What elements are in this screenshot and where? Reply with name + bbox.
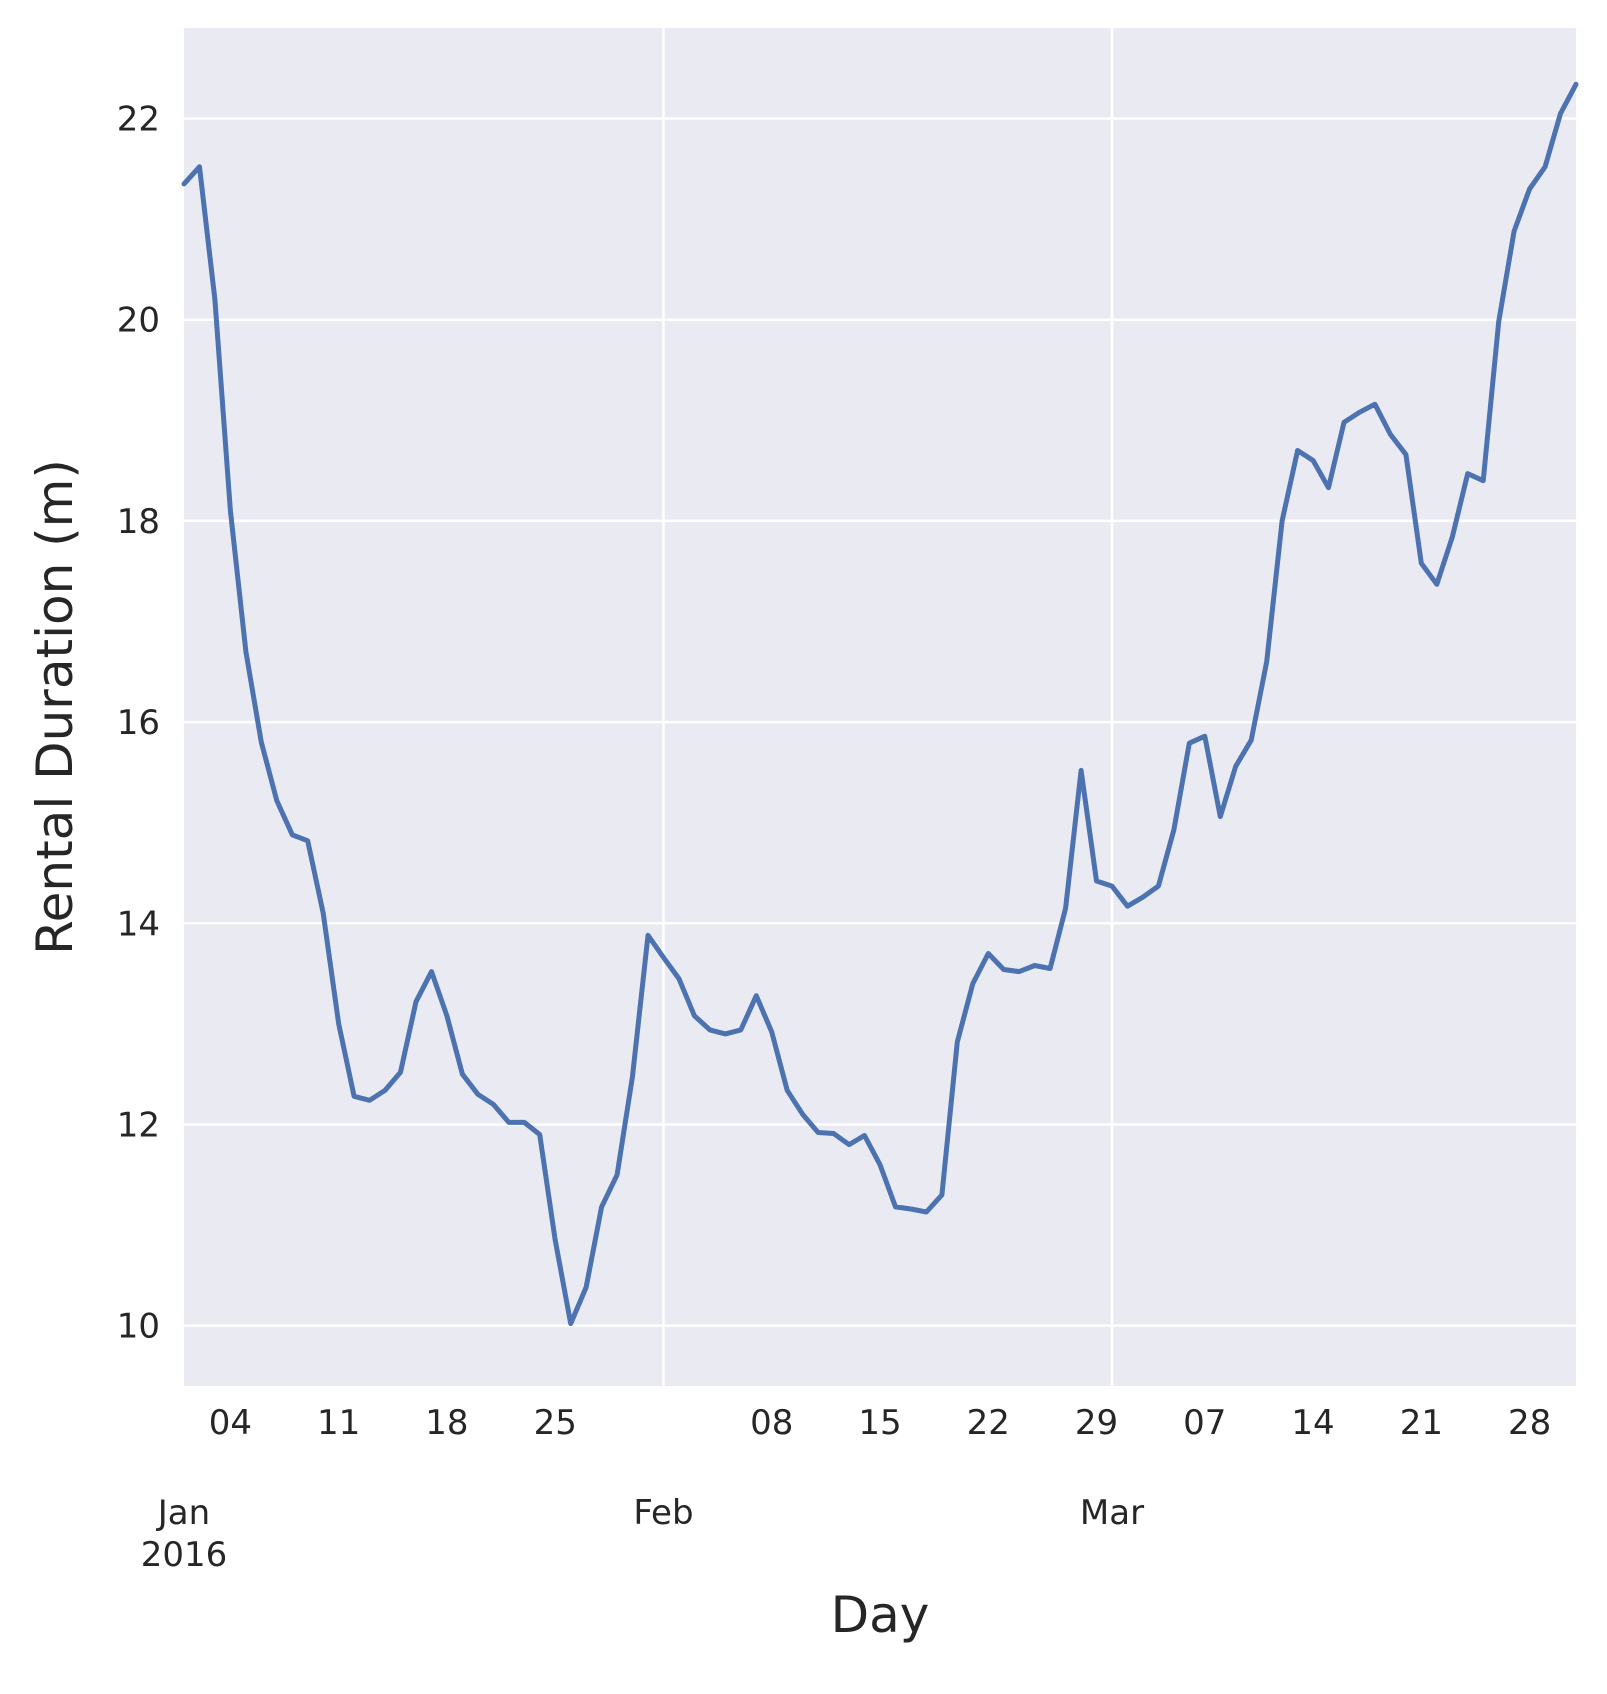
x-minor-tick-label: 25: [534, 1403, 577, 1443]
x-major-tick-label: Mar: [1080, 1493, 1144, 1533]
y-tick-label: 16: [117, 703, 160, 743]
x-major-tick-label-year: 2016: [141, 1535, 228, 1575]
x-minor-tick-label: 14: [1291, 1403, 1334, 1443]
x-minor-tick-label: 07: [1183, 1403, 1226, 1443]
x-minor-tick-label: 28: [1508, 1403, 1551, 1443]
y-tick-label: 18: [117, 502, 160, 542]
x-minor-tick-label: 08: [750, 1403, 793, 1443]
plot-background: [184, 28, 1576, 1386]
x-minor-tick-label: 18: [425, 1403, 468, 1443]
x-axis-title: Day: [831, 1586, 930, 1644]
series-line: [181, 81, 1579, 1327]
y-tick-label: 10: [117, 1307, 160, 1347]
series-layer: [181, 81, 1579, 1327]
x-minor-tick-label: 04: [209, 1403, 252, 1443]
gridlines: [184, 28, 1576, 1386]
y-tick-label: 20: [117, 301, 160, 341]
x-minor-tick-label: 21: [1400, 1403, 1443, 1443]
x-minor-tick-label: 29: [1075, 1403, 1118, 1443]
x-minor-tick-label: 11: [317, 1403, 360, 1443]
x-major-tick-label: Feb: [633, 1493, 693, 1533]
y-tick-label: 12: [117, 1105, 160, 1145]
x-minor-tick-label: 22: [967, 1403, 1010, 1443]
y-tick-label: 22: [117, 100, 160, 140]
x-minor-tick-label: 15: [858, 1403, 901, 1443]
y-tick-label: 14: [117, 904, 160, 944]
x-major-tick-label: Jan: [156, 1493, 210, 1533]
y-axis-title: Rental Duration (m): [26, 459, 84, 955]
